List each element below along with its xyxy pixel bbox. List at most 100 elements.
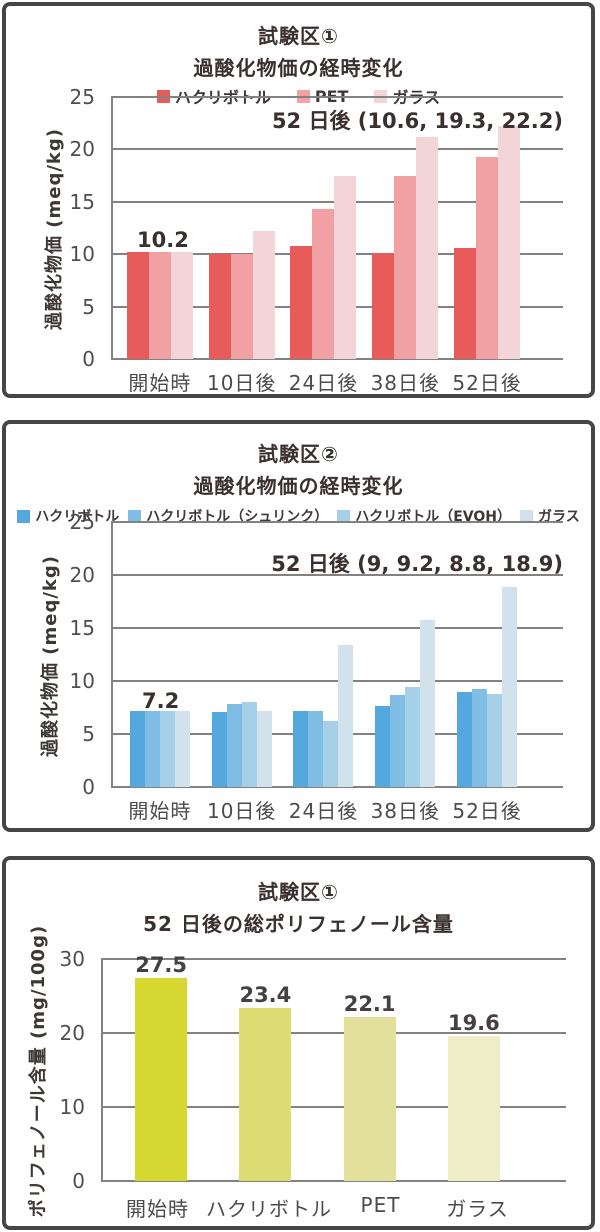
legend-swatch bbox=[17, 509, 31, 523]
x-axis-label: 38日後 bbox=[370, 799, 441, 823]
start-value-label: 7.2 bbox=[142, 689, 180, 713]
bar-group bbox=[201, 97, 283, 359]
x-axis-label: 10日後 bbox=[206, 371, 277, 395]
bar bbox=[256, 710, 272, 787]
chart-panel-3: 試験区① 52 日後の総ポリフェノール含量 ポリフェノール含量 (mg/100g… bbox=[2, 856, 595, 1230]
y-tick-label: 10 bbox=[69, 242, 95, 267]
chart-title: 試験区② bbox=[258, 442, 339, 466]
legend-item: ハクリボトル bbox=[17, 506, 119, 526]
bar bbox=[454, 247, 477, 359]
y-tick-label: 0 bbox=[82, 775, 95, 799]
bar bbox=[334, 175, 357, 359]
gridline bbox=[111, 148, 563, 151]
bar bbox=[211, 711, 227, 787]
chart-title: 試験区① bbox=[258, 24, 339, 48]
bar-group bbox=[119, 97, 201, 359]
bar-group: 22.1 bbox=[318, 959, 422, 1181]
x-axis-label: 開始時 bbox=[126, 1197, 189, 1221]
y-tick-label: 15 bbox=[69, 616, 95, 640]
bar-group bbox=[446, 97, 528, 359]
y-tick-label: 5 bbox=[82, 722, 95, 746]
x-axis-label: 24日後 bbox=[288, 371, 359, 395]
y-axis-line bbox=[111, 522, 113, 787]
y-tick-label: 0 bbox=[82, 347, 95, 371]
x-axis-label: PET bbox=[360, 1193, 401, 1217]
y-tick-label: 15 bbox=[69, 189, 95, 214]
bar-group bbox=[364, 522, 446, 787]
y-axis-line bbox=[101, 959, 103, 1181]
plot-area: 52 日後 (9, 9.2, 8.8, 18.9) 7.2 bbox=[111, 521, 563, 788]
y-axis-ticks: 0 5 10 15 20 25 bbox=[51, 511, 101, 798]
bars-row bbox=[119, 522, 528, 787]
bar: 27.5 bbox=[135, 953, 188, 1181]
gridline bbox=[111, 574, 563, 576]
bar bbox=[375, 706, 391, 787]
start-value-label: 10.2 bbox=[137, 228, 189, 252]
bar-value-label: 27.5 bbox=[135, 952, 188, 977]
annotation-52days: 52 日後 (9, 9.2, 8.8, 18.9) bbox=[271, 552, 563, 576]
bar bbox=[126, 252, 149, 359]
y-axis-ticks: 0 5 10 15 20 25 bbox=[51, 86, 101, 370]
bar bbox=[487, 693, 503, 787]
bar bbox=[308, 710, 324, 787]
gridline bbox=[111, 521, 563, 523]
bar bbox=[420, 619, 436, 787]
y-tick-label: 20 bbox=[69, 137, 95, 162]
y-tick-label: 30 bbox=[59, 947, 85, 971]
bar-value-label: 19.6 bbox=[447, 1010, 500, 1035]
x-axis-label: 38日後 bbox=[370, 371, 441, 395]
bar bbox=[394, 175, 417, 359]
bar bbox=[312, 209, 335, 359]
x-axis-label: 52日後 bbox=[452, 799, 522, 823]
x-axis-label: 10日後 bbox=[206, 799, 277, 823]
legend-swatch bbox=[337, 509, 351, 523]
bar bbox=[241, 702, 257, 787]
chart-subtitle: 52 日後の総ポリフェノール含量 bbox=[143, 912, 454, 936]
x-axis-labels: 開始時 ハクリボトル PET ガラス bbox=[109, 1193, 526, 1222]
bar bbox=[323, 721, 339, 787]
x-axis-label: ガラス bbox=[446, 1197, 509, 1221]
y-tick-label: 25 bbox=[69, 510, 95, 534]
gridline bbox=[101, 958, 566, 960]
bar bbox=[129, 710, 145, 787]
gridline bbox=[111, 627, 563, 629]
bar bbox=[144, 710, 160, 787]
x-axis-label: 52日後 bbox=[452, 371, 522, 395]
bar bbox=[208, 254, 231, 359]
bar bbox=[170, 252, 193, 359]
x-axis-labels: 開始時 10日後 24日後 38日後 52日後 bbox=[119, 367, 528, 396]
bars-row: 27.5 23.4 22.1 19.6 bbox=[109, 953, 526, 1181]
x-axis-label: 24日後 bbox=[288, 799, 359, 823]
x-axis-line bbox=[111, 358, 563, 360]
plot-area: 27.5 23.4 22.1 19.6 bbox=[101, 953, 566, 1182]
x-axis-line bbox=[101, 1180, 566, 1182]
bar-value-label: 22.1 bbox=[343, 992, 396, 1017]
white-marker-bar bbox=[32, 305, 40, 367]
chart-subtitle: 過酸化物価の経時変化 bbox=[193, 56, 404, 80]
plot-area: 52 日後 (10.6, 19.3, 22.2) 10.2 bbox=[111, 96, 563, 360]
bar bbox=[338, 644, 354, 787]
x-axis-label: ハクリボトル bbox=[206, 1197, 332, 1221]
bar: 22.1 bbox=[343, 992, 396, 1181]
bar-value-label: 23.4 bbox=[239, 982, 292, 1007]
bar bbox=[159, 710, 175, 787]
y-axis-ticks: 0 10 20 30 bbox=[41, 948, 91, 1192]
y-tick-label: 20 bbox=[69, 563, 95, 587]
y-tick-label: 25 bbox=[69, 85, 95, 109]
y-axis-line bbox=[111, 97, 113, 359]
legend-label: ハクリボトル bbox=[35, 509, 120, 525]
legend-swatch bbox=[128, 509, 142, 523]
gridline bbox=[111, 96, 563, 98]
chart-title: 試験区① bbox=[258, 880, 339, 904]
bar-group bbox=[283, 522, 365, 787]
bar: 23.4 bbox=[239, 983, 292, 1181]
y-tick-label: 10 bbox=[69, 669, 95, 693]
y-tick-label: 0 bbox=[72, 1169, 85, 1193]
y-tick-label: 5 bbox=[82, 294, 95, 319]
bar bbox=[472, 689, 488, 787]
chart-subtitle: 過酸化物価の経時変化 bbox=[193, 474, 404, 498]
gridline bbox=[111, 680, 563, 682]
bar bbox=[476, 156, 499, 359]
bar bbox=[290, 245, 313, 359]
